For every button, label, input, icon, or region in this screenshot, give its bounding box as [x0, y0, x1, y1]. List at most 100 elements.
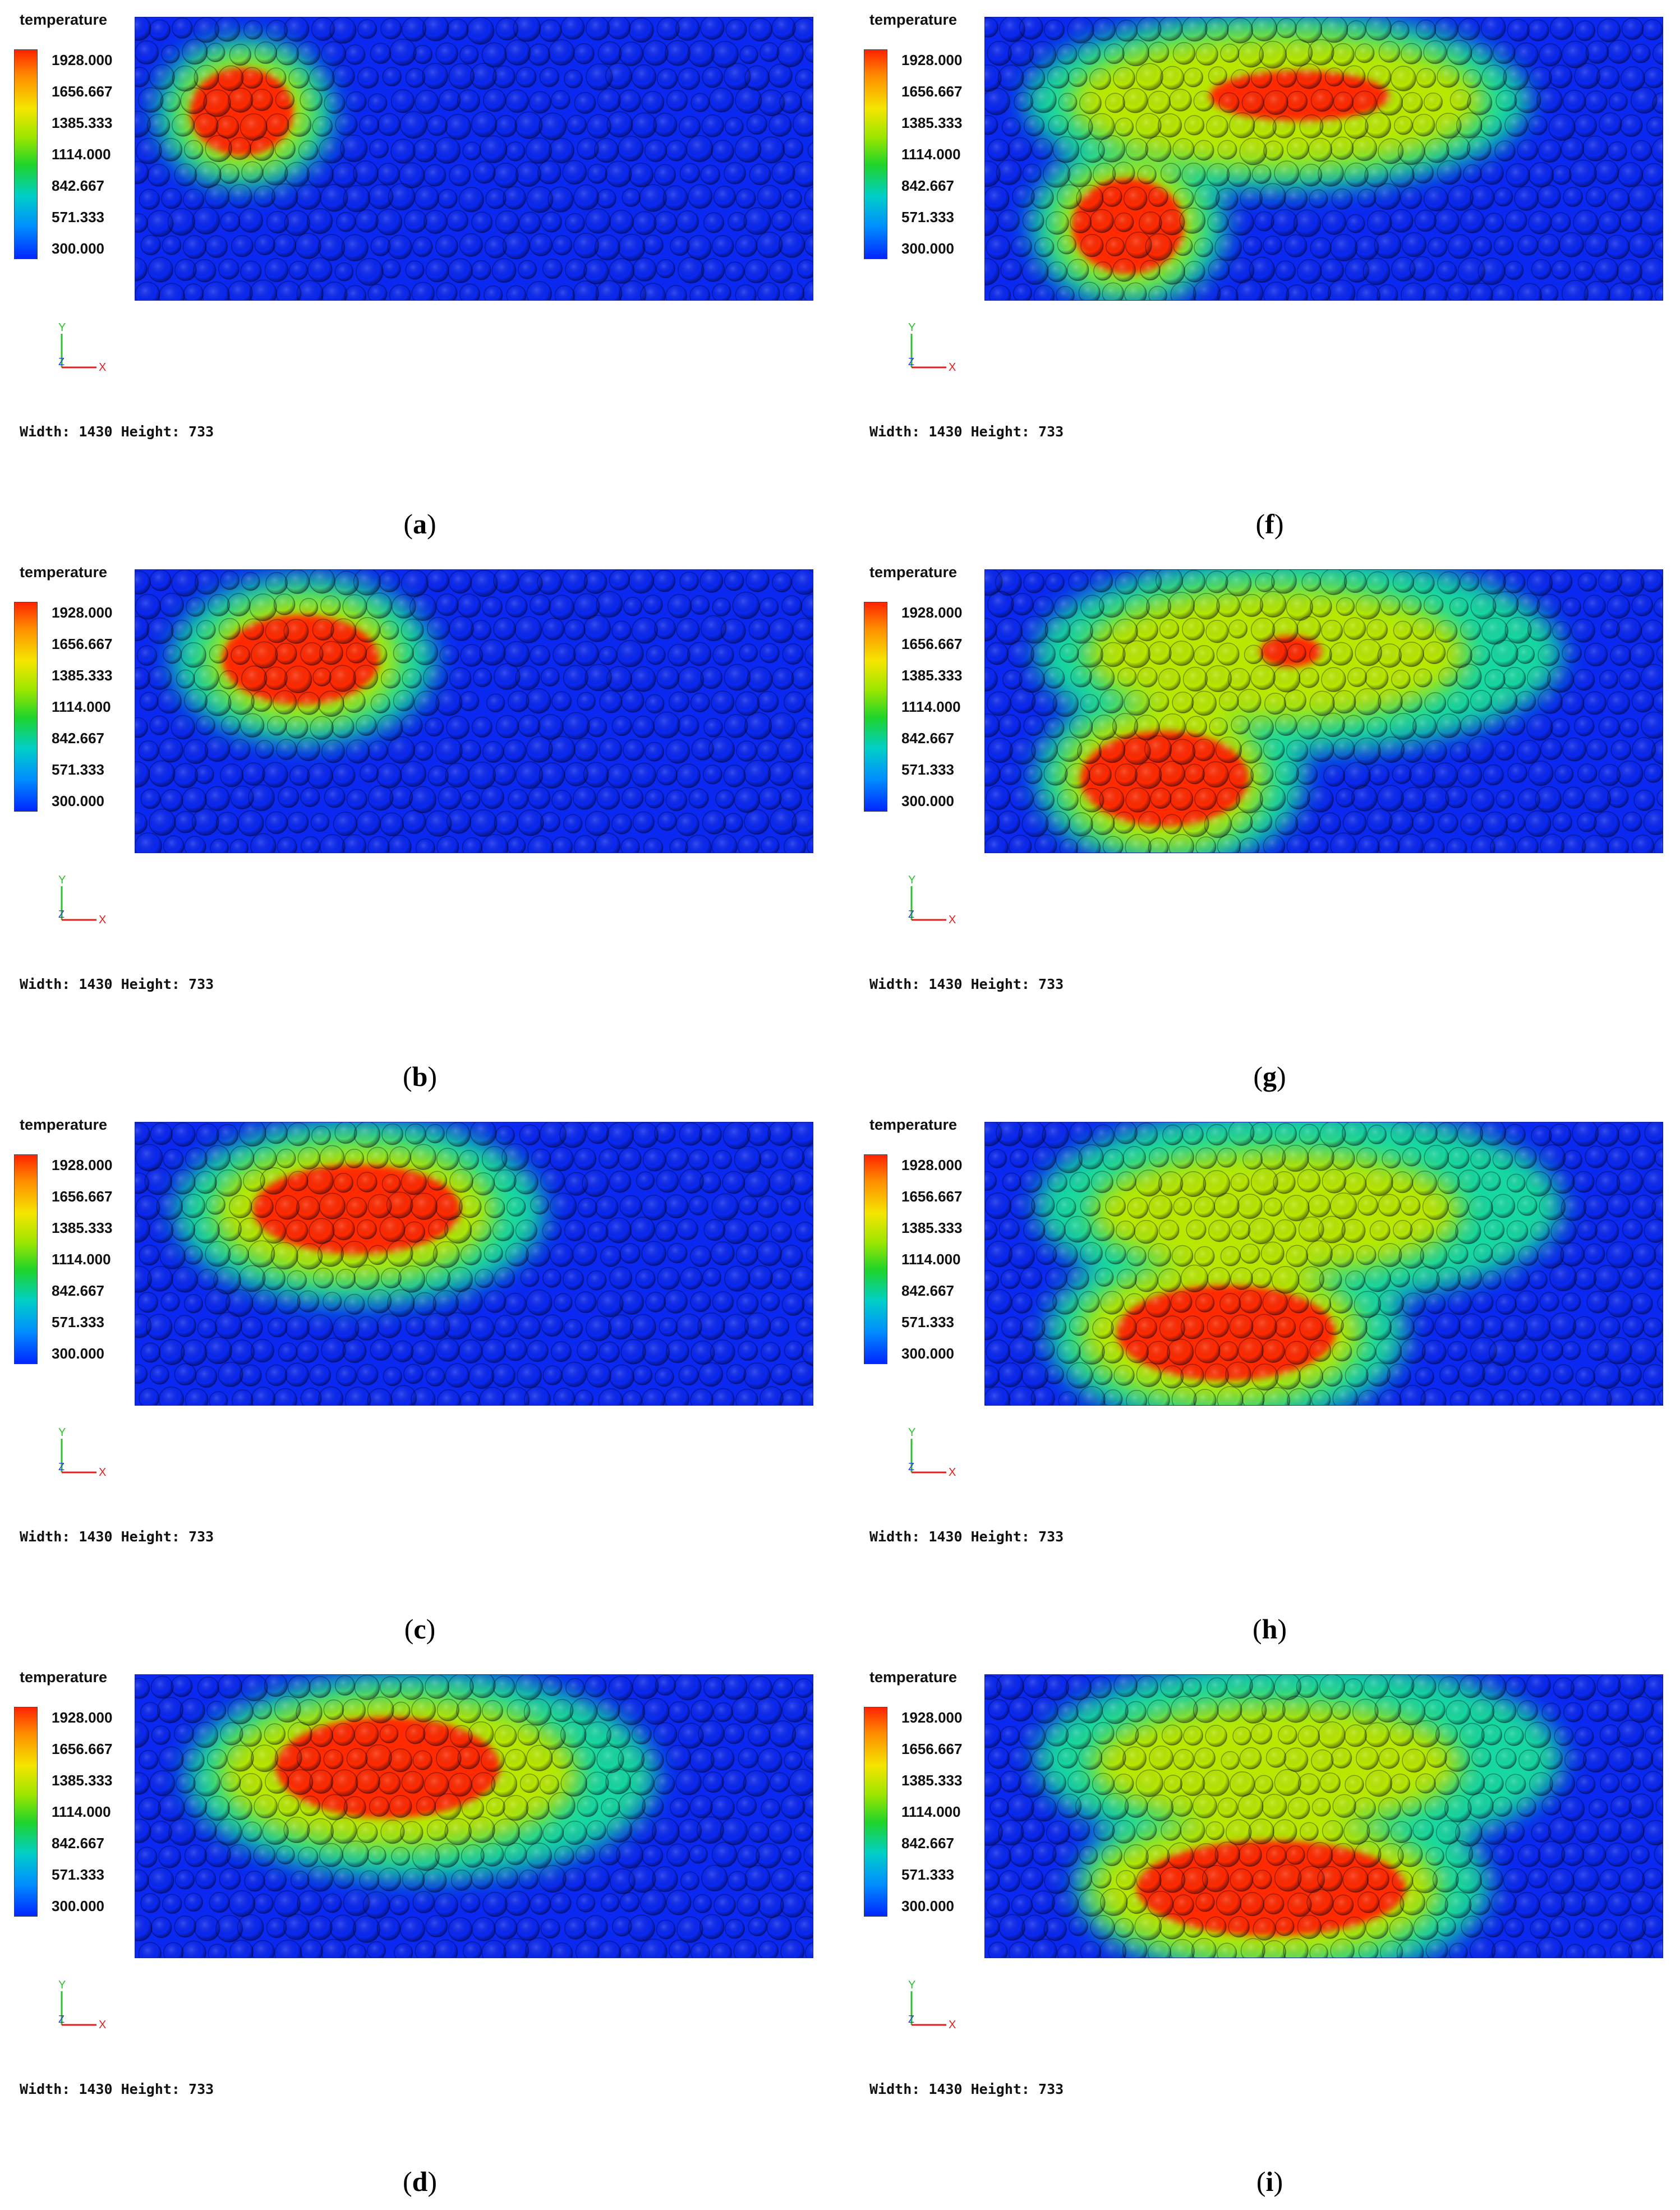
x-axis-label: X	[949, 2019, 956, 2031]
colorbar-tick-label: 1656.667	[901, 1188, 963, 1205]
axis-triad-icon: Y Z X	[50, 321, 118, 379]
colorbar-title: temperature	[20, 11, 108, 28]
z-axis-label: Z	[58, 2014, 65, 2025]
colorbar-tick-label: 571.333	[901, 209, 954, 225]
colorbar-tick-label: 842.667	[901, 730, 954, 747]
colorbar-title: temperature	[869, 1669, 958, 1686]
particle-field-svg	[135, 1675, 813, 1958]
powder-particles	[135, 1122, 813, 1405]
temperature-field-view	[984, 1674, 1663, 1958]
y-axis-label: Y	[908, 875, 915, 886]
colorbar-tick-label: 1114.000	[901, 1251, 961, 1268]
x-axis-label: X	[99, 914, 106, 926]
colorbar-tick-label: 1656.667	[52, 83, 113, 100]
panel-label: h	[1262, 1613, 1278, 1645]
temperature-field-view	[984, 569, 1663, 853]
colorbar-tick-label: 1385.333	[52, 1772, 113, 1789]
viewport-dimensions: Width: 1430 Height: 733	[20, 976, 214, 992]
temperature-colorbar	[14, 1707, 38, 1917]
z-axis-label: Z	[58, 356, 65, 367]
panel-caption: (i)	[1256, 2166, 1283, 2197]
powder-particles	[135, 17, 813, 300]
panel-caption: (f)	[1255, 508, 1284, 540]
y-axis-label: Y	[58, 323, 66, 334]
colorbar-tick-label: 1385.333	[52, 1219, 113, 1236]
colorbar-tick-label: 1928.000	[901, 1709, 963, 1726]
y-axis-label: Y	[58, 1980, 66, 1991]
temperature-colorbar	[864, 602, 887, 812]
colorbar-tick-label: 300.000	[901, 240, 954, 257]
colorbar-tick-label: 1656.667	[901, 636, 963, 652]
colorbar-title: temperature	[869, 11, 958, 28]
colorbar-title: temperature	[869, 1116, 958, 1133]
powder-particles	[985, 17, 1663, 300]
z-axis-label: Z	[908, 2014, 914, 2025]
simulation-panel-i: temperature 1928.000 1656.667 1385.333 1114.…	[850, 1657, 1680, 2210]
colorbar-title: temperature	[20, 1116, 108, 1133]
colorbar-tick-label: 1114.000	[901, 698, 961, 715]
particle-field-svg	[135, 1122, 813, 1405]
temperature-field-view	[135, 1122, 813, 1406]
panel-label: c	[413, 1613, 426, 1645]
colorbar-tick-label: 1385.333	[901, 1219, 963, 1236]
colorbar-tick-label: 571.333	[52, 761, 104, 778]
colorbar-tick-label: 1656.667	[901, 83, 963, 100]
viewport-dimensions: Width: 1430 Height: 733	[869, 976, 1064, 992]
y-axis-label: Y	[908, 323, 915, 334]
colorbar-tick-label: 1928.000	[52, 52, 113, 68]
viewport-dimensions: Width: 1430 Height: 733	[20, 423, 214, 440]
simulation-panel-g: temperature 1928.000 1656.667 1385.333 1114.…	[850, 552, 1680, 1105]
colorbar-title: temperature	[20, 564, 108, 581]
temperature-colorbar	[864, 1707, 887, 1917]
axis-triad-icon: Y Z X	[50, 1426, 118, 1484]
temperature-field-view	[135, 17, 813, 301]
colorbar-tick-label: 300.000	[52, 240, 104, 257]
colorbar-tick-label: 842.667	[52, 1282, 104, 1299]
colorbar-tick-label: 300.000	[901, 793, 954, 809]
temperature-field-view	[984, 17, 1663, 301]
axis-triad-icon: Y Z X	[50, 874, 118, 931]
particle-field-svg	[135, 570, 813, 853]
axis-triad-icon: Y Z X	[900, 874, 968, 931]
powder-particles	[135, 1675, 813, 1958]
colorbar-tick-label: 1928.000	[52, 1157, 113, 1173]
particle-field-svg	[985, 17, 1663, 300]
temperature-field-view	[135, 1674, 813, 1958]
particle-field-svg	[985, 1675, 1663, 1958]
z-axis-label: Z	[908, 1461, 914, 1472]
axis-triad-icon: Y Z X	[900, 1426, 968, 1484]
colorbar-tick-label: 300.000	[52, 1898, 104, 1914]
z-axis-label: Z	[908, 909, 914, 920]
colorbar-tick-label: 571.333	[901, 761, 954, 778]
colorbar-tick-label: 1114.000	[52, 698, 111, 715]
simulation-panel-d: temperature 1928.000 1656.667 1385.333 1114.…	[0, 1657, 840, 2210]
colorbar-tick-label: 1385.333	[52, 667, 113, 684]
panel-caption: (c)	[404, 1613, 436, 1645]
panel-label: b	[412, 1061, 428, 1092]
colorbar-tick-label: 1114.000	[52, 1251, 111, 1268]
colorbar-tick-label: 842.667	[52, 177, 104, 194]
temperature-colorbar	[864, 49, 887, 259]
colorbar-tick-label: 842.667	[52, 730, 104, 747]
colorbar-tick-label: 300.000	[901, 1898, 954, 1914]
axis-triad-icon: Y Z X	[50, 1979, 118, 2036]
y-axis-label: Y	[908, 1980, 915, 1991]
colorbar-tick-label: 571.333	[52, 1866, 104, 1883]
colorbar-tick-label: 1928.000	[901, 1157, 963, 1173]
axis-triad-icon: Y Z X	[900, 321, 968, 379]
panel-label: f	[1265, 508, 1274, 540]
viewport-dimensions: Width: 1430 Height: 733	[20, 2081, 214, 2097]
simulation-panel-h: temperature 1928.000 1656.667 1385.333 1114.…	[850, 1105, 1680, 1657]
colorbar-tick-label: 571.333	[901, 1314, 954, 1330]
y-axis-label: Y	[58, 875, 66, 886]
simulation-panel-a: temperature 1928.000 1656.667 1385.333 1114.…	[0, 0, 840, 552]
colorbar-tick-label: 1928.000	[52, 604, 113, 621]
colorbar-tick-label: 1656.667	[52, 1741, 113, 1757]
colorbar-title: temperature	[869, 564, 958, 581]
panel-label: d	[412, 2166, 428, 2197]
colorbar-tick-label: 571.333	[52, 209, 104, 225]
x-axis-label: X	[99, 1466, 106, 1479]
simulation-panel-b: temperature 1928.000 1656.667 1385.333 1114.…	[0, 552, 840, 1105]
colorbar-tick-label: 571.333	[901, 1866, 954, 1883]
viewport-dimensions: Width: 1430 Height: 733	[869, 1528, 1064, 1545]
